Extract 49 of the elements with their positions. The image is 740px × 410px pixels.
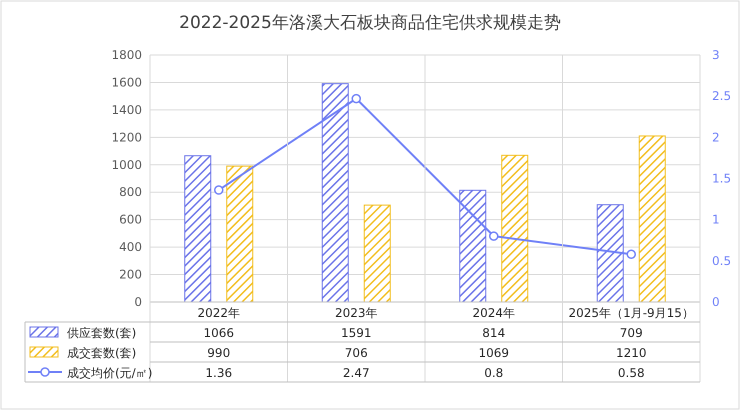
y-tick-label: 1200 [111,130,142,144]
chart-title: 2022-2025年洛溪大石板块商品住宅供求规模走势 [179,13,561,33]
point [214,185,224,195]
y2-tick-label: 0 [712,295,720,309]
bar [364,204,391,302]
y2-tick-label: 2.5 [712,89,732,104]
point [352,94,361,104]
bar [184,155,212,302]
bar [226,166,254,302]
point [489,231,498,241]
data-label: 1.36 [205,366,232,380]
data-label: 706 [344,346,368,360]
point [626,249,636,259]
y-tick-label: 200 [119,268,142,282]
y2-tick-label: 0.5 [712,254,732,268]
y-tick-label: 400 [119,240,142,254]
x-tick-label: 2022年 [197,306,240,320]
bar [638,135,666,302]
y-tick-label: 1800 [111,48,142,62]
data-label: 0.8 [484,366,504,380]
y-tick-label: 1600 [111,75,142,90]
bar [596,204,624,302]
data-label: 1591 [340,326,372,340]
y2-tick-label: 3 [712,48,720,62]
data-label: 1069 [478,346,510,360]
data-label: 1210 [616,346,647,360]
data-label: 814 [482,326,506,340]
y-tick-label: 800 [119,185,142,200]
y-tick-label: 1400 [111,102,142,117]
y2-tick-label: 1.5 [712,172,732,186]
bar [322,83,349,302]
legend-label: 供应套数(套) [67,326,136,340]
x-tick-label: 2023年 [334,306,378,320]
legend-label: 成交套数(套) [67,346,136,360]
data-label: 2.47 [342,366,370,380]
y2-tick-label: 1 [712,212,720,227]
data-label: 0.58 [618,366,645,380]
data-label: 709 [620,326,643,340]
legend-label: 成交均价(元/㎡) [67,366,152,380]
data-label: 990 [207,346,230,360]
bar [501,154,528,302]
bar [459,190,486,302]
y-tick-label: 1000 [111,158,142,172]
x-tick-label: 2025年（1月-9月15） [568,306,694,320]
y2-tick-label: 2 [712,130,720,144]
y-tick-label: 0 [134,295,142,309]
data-label: 1066 [203,326,234,340]
y-tick-label: 600 [119,212,142,227]
x-tick-label: 2024年 [472,306,516,320]
